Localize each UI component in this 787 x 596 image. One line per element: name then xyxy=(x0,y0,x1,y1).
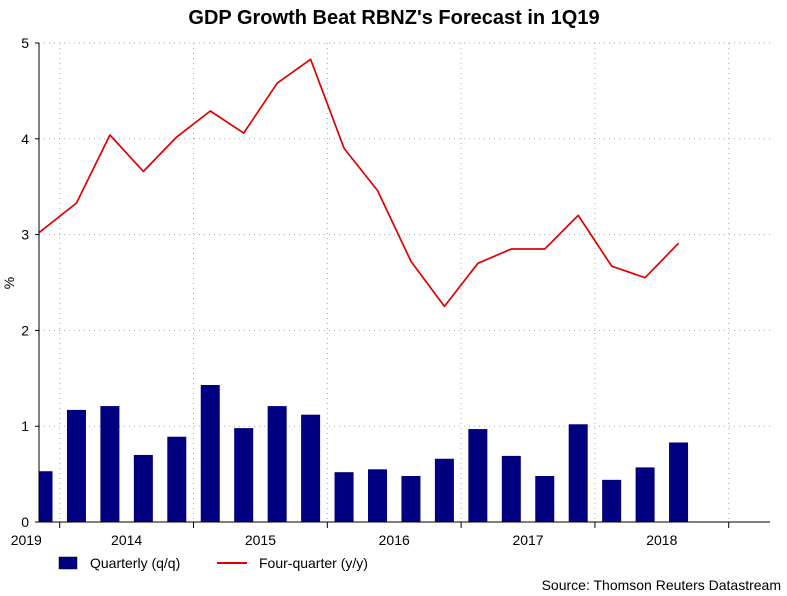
bar xyxy=(368,469,387,522)
bar xyxy=(334,472,354,522)
legend-swatch-quarterly xyxy=(58,556,78,570)
axes xyxy=(38,43,770,523)
x-tick-label: 2015 xyxy=(245,532,276,548)
bar xyxy=(401,476,421,522)
bar xyxy=(66,409,86,522)
x-tick-label: 2017 xyxy=(512,532,543,548)
y-tick-label: 5 xyxy=(21,35,29,51)
bar xyxy=(267,406,287,522)
y-tick-label: 3 xyxy=(21,227,29,243)
legend-label-quarterly: Quarterly (q/q) xyxy=(90,555,180,571)
bar xyxy=(535,476,555,522)
chart-title: GDP Growth Beat RBNZ's Forecast in 1Q19 xyxy=(188,7,599,29)
bar-series-quarterly xyxy=(39,385,689,522)
bar xyxy=(39,471,53,522)
bar xyxy=(635,467,655,522)
x-axis-ticks: 2014 2015 2016 2017 2018 2019 xyxy=(11,522,730,548)
y-tick-label: 1 xyxy=(21,418,29,434)
x-tick-label: 2014 xyxy=(111,532,142,548)
x-tick-label: 2019 xyxy=(11,532,42,548)
legend: Quarterly (q/q) Four-quarter (y/y) xyxy=(58,555,368,571)
bar xyxy=(568,424,588,522)
line-series-four-quarter xyxy=(38,58,680,308)
bar xyxy=(234,428,254,522)
bar xyxy=(602,479,622,522)
y-axis-ticks: 0 1 2 3 4 5 xyxy=(21,35,39,530)
bar xyxy=(167,436,187,522)
bar xyxy=(669,442,689,522)
bar xyxy=(434,458,454,522)
line-path-four-quarter xyxy=(38,58,680,308)
bar xyxy=(301,414,321,522)
bar xyxy=(468,429,488,522)
bar xyxy=(100,406,120,522)
x-tick-label: 2016 xyxy=(379,532,410,548)
y-tick-label: 4 xyxy=(21,131,29,147)
y-tick-label: 0 xyxy=(21,514,29,530)
bar xyxy=(501,455,521,522)
legend-label-four-quarter: Four-quarter (y/y) xyxy=(259,555,368,571)
source-note: Source: Thomson Reuters Datastream xyxy=(542,577,781,593)
bar xyxy=(133,454,153,522)
grid xyxy=(39,42,770,522)
y-axis-label: % xyxy=(1,277,17,289)
x-tick-label: 2018 xyxy=(646,532,677,548)
y-tick-label: 2 xyxy=(21,322,29,338)
bar xyxy=(200,385,220,522)
